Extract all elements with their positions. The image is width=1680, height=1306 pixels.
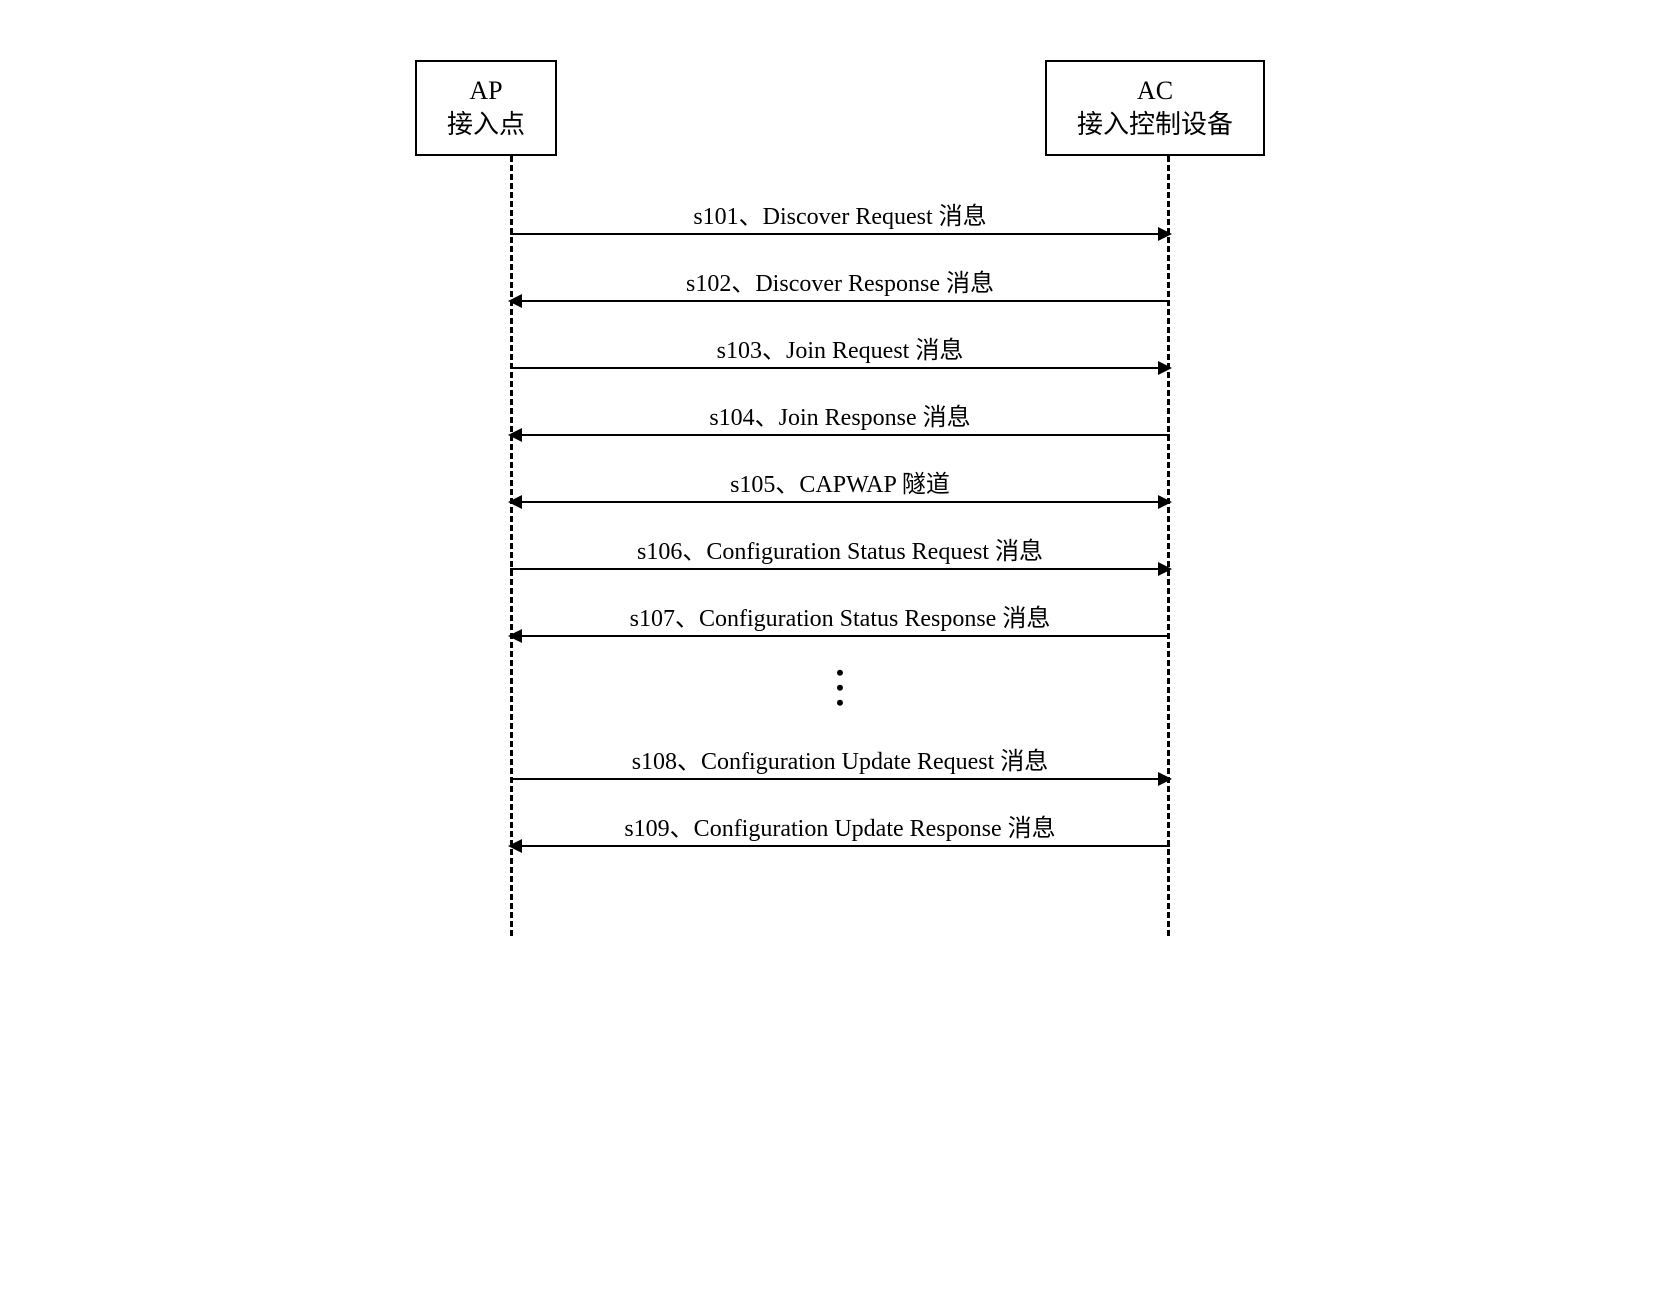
message-s106: s106、Configuration Status Request 消息: [510, 531, 1170, 570]
message-label: s107、Configuration Status Response 消息: [510, 598, 1170, 633]
message-label: s104、Join Response 消息: [510, 397, 1170, 432]
ellipsis-icon: •••: [510, 665, 1170, 711]
arrow-left-icon: [510, 845, 1170, 847]
participant-ac-subtitle: 接入控制设备: [1077, 108, 1233, 142]
participants-row: AP 接入点 AC 接入控制设备: [415, 60, 1265, 156]
message-label: s103、Join Request 消息: [510, 330, 1170, 365]
arrow-both-icon: [510, 501, 1170, 503]
message-s104: s104、Join Response 消息: [510, 397, 1170, 436]
arrow-left-icon: [510, 635, 1170, 637]
message-label: s105、CAPWAP 隧道: [510, 464, 1170, 499]
arrow-right-icon: [510, 233, 1170, 235]
participant-ac-title: AC: [1077, 74, 1233, 108]
arrow-left-icon: [510, 434, 1170, 436]
arrow-right-icon: [510, 568, 1170, 570]
participant-ap-title: AP: [447, 74, 525, 108]
participant-ap: AP 接入点: [415, 60, 557, 156]
arrow-left-icon: [510, 300, 1170, 302]
participant-ap-subtitle: 接入点: [447, 108, 525, 142]
message-s109: s109、Configuration Update Response 消息: [510, 808, 1170, 847]
arrow-right-icon: [510, 367, 1170, 369]
message-s103: s103、Join Request 消息: [510, 330, 1170, 369]
participant-ac: AC 接入控制设备: [1045, 60, 1265, 156]
message-label: s108、Configuration Update Request 消息: [510, 741, 1170, 776]
message-s105: s105、CAPWAP 隧道: [510, 464, 1170, 503]
sequence-diagram: AP 接入点 AC 接入控制设备 s101、Discover Request 消…: [415, 60, 1265, 936]
message-label: s102、Discover Response 消息: [510, 263, 1170, 298]
message-label: s109、Configuration Update Response 消息: [510, 808, 1170, 843]
message-label: s101、Discover Request 消息: [510, 196, 1170, 231]
message-s102: s102、Discover Response 消息: [510, 263, 1170, 302]
message-s107: s107、Configuration Status Response 消息: [510, 598, 1170, 637]
arrow-right-icon: [510, 778, 1170, 780]
message-s101: s101、Discover Request 消息: [510, 196, 1170, 235]
messages-container: s101、Discover Request 消息 s102、Discover R…: [510, 196, 1170, 875]
message-s108: s108、Configuration Update Request 消息: [510, 741, 1170, 780]
lifelines-area: s101、Discover Request 消息 s102、Discover R…: [415, 156, 1265, 936]
message-label: s106、Configuration Status Request 消息: [510, 531, 1170, 566]
